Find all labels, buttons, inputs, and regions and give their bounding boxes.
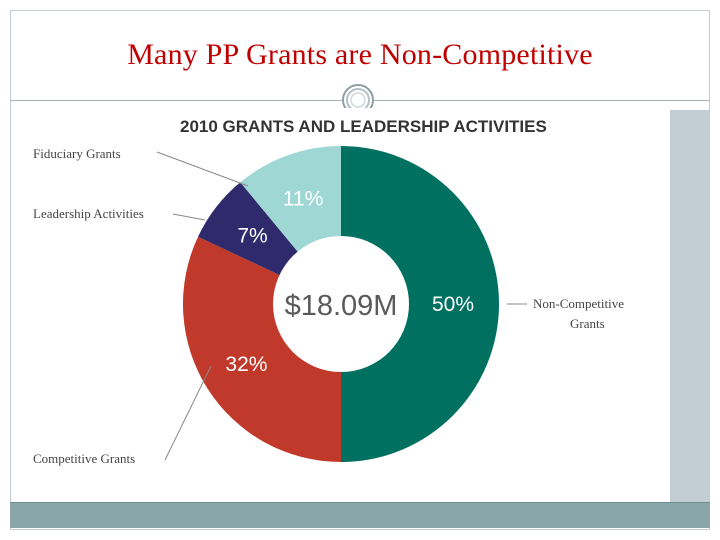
callout-competitive-grants: Competitive Grants bbox=[33, 451, 135, 466]
callout-leadership-activities: Leadership Activities bbox=[33, 206, 144, 221]
footer-band bbox=[10, 502, 710, 528]
slice-value-label-competitive-grants: 32% bbox=[225, 353, 267, 376]
slice-value-label-non-competitive-grants: 50% bbox=[432, 293, 474, 316]
chart-title: 2010 GRANTS AND LEADERSHIP ACTIVITIES bbox=[180, 117, 547, 136]
callout-non-competitive-line2: Grants bbox=[570, 316, 605, 331]
donut-chart: 2010 GRANTS AND LEADERSHIP ACTIVITIES $1… bbox=[33, 117, 624, 466]
chart-area: 2010 GRANTS AND LEADERSHIP ACTIVITIES $1… bbox=[15, 108, 670, 473]
slide-title: Many PP Grants are Non-Competitive bbox=[127, 38, 593, 71]
leadership-leader-line bbox=[172, 213, 206, 221]
fiduciary-leader-line bbox=[156, 151, 249, 187]
competitive-leader-line bbox=[164, 365, 212, 461]
slice-value-label-fiduciary-grants: 11% bbox=[283, 188, 323, 211]
right-side-panel bbox=[670, 110, 710, 502]
center-total-label: $18.09M bbox=[285, 290, 398, 322]
callout-non-competitive-line1: Non-Competitive bbox=[533, 296, 624, 311]
pie-slice-non-competitive-grants bbox=[341, 146, 499, 462]
slice-value-label-leadership-activities: 7% bbox=[237, 224, 267, 247]
donut-hole bbox=[273, 236, 409, 372]
callout-fiduciary-grants: Fiduciary Grants bbox=[33, 146, 121, 161]
